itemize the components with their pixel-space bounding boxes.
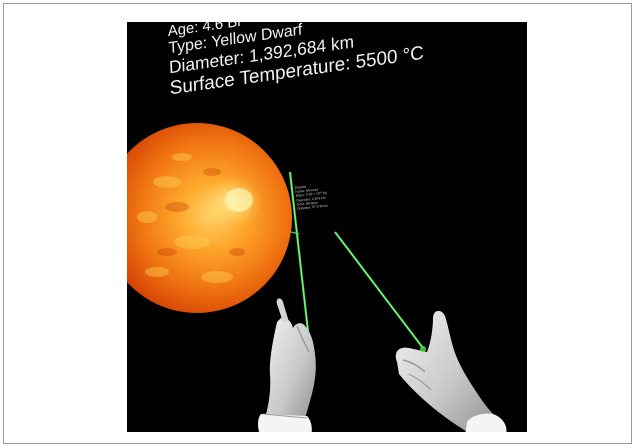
- vr-scene[interactable]: Su Age: 4.6 Bi Type: Yellow Dwarf Diamet…: [127, 22, 527, 432]
- scene-graphics: [127, 123, 507, 432]
- sun-icon[interactable]: [127, 123, 292, 313]
- image-frame: Su Age: 4.6 Bi Type: Yellow Dwarf Diamet…: [3, 3, 632, 444]
- laser-beams: [288, 171, 424, 349]
- left-hand-icon[interactable]: [258, 298, 316, 432]
- right-hand-icon[interactable]: [395, 311, 507, 432]
